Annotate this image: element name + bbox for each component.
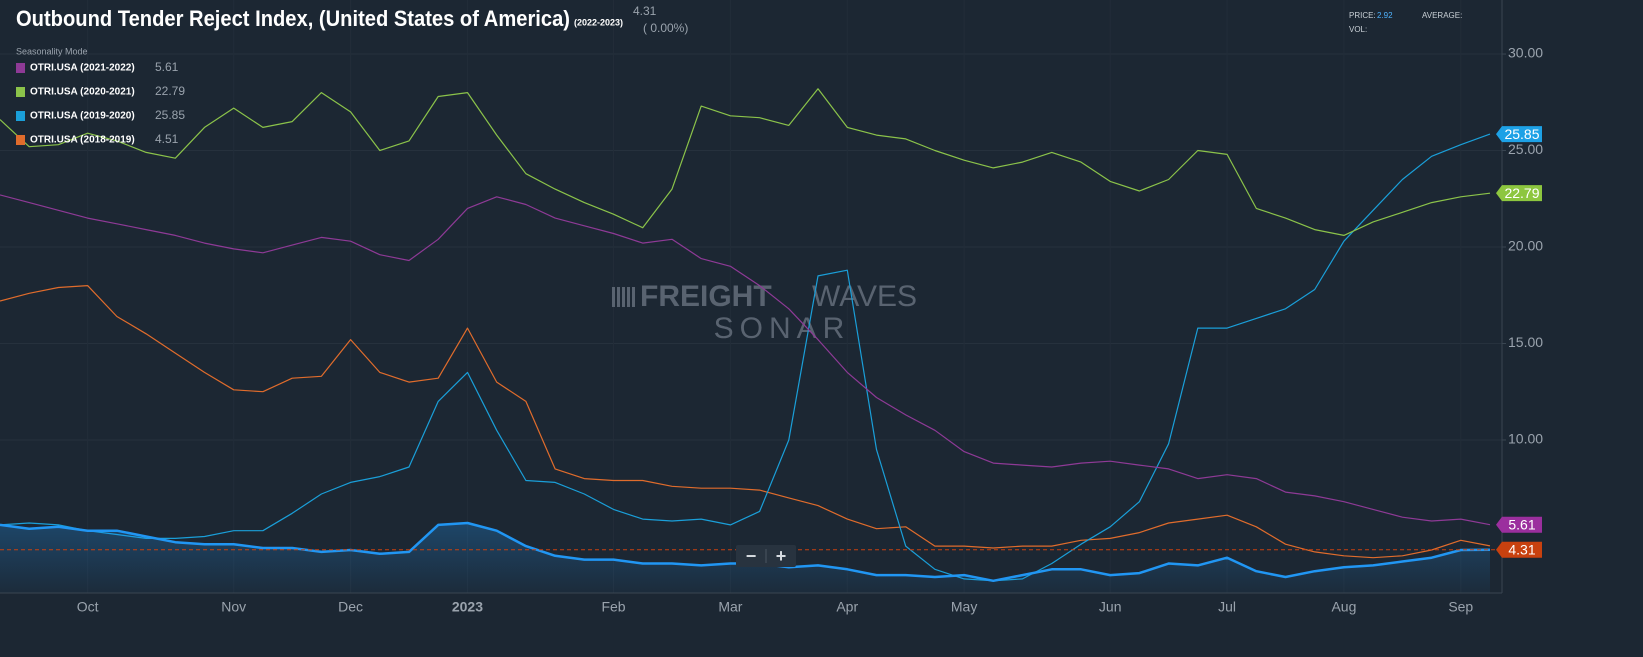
x-tick-label: Nov <box>221 599 246 615</box>
series-line <box>0 285 1491 559</box>
x-tick-label: May <box>951 599 977 615</box>
legend-value: 5.61 <box>155 60 179 74</box>
chart-title: Outbound Tender Reject Index, (United St… <box>16 6 570 31</box>
axes: 10.00 15.00 20.00 25.00 30.00 Oct Nov Dec 2023 Fe… <box>77 45 1543 615</box>
watermark-brand-light: WAVES <box>812 280 917 313</box>
legend-swatch <box>16 63 25 73</box>
x-tick-label: Feb <box>601 599 625 615</box>
series-line <box>0 88 1491 236</box>
x-tick-label: Mar <box>718 599 742 615</box>
y-tick-label: 15.00 <box>1508 334 1543 350</box>
vol-label: VOL: <box>1349 25 1367 34</box>
legend-swatch <box>16 111 25 121</box>
x-tick-label: Aug <box>1331 599 1356 615</box>
legend-label: OTRI.USA (2020-2021) <box>30 87 135 98</box>
legend-value: 25.85 <box>155 108 185 122</box>
x-tick-label: Sep <box>1448 599 1473 615</box>
x-tick-label: Oct <box>77 599 99 615</box>
watermark: FREIGHT WAVES SONAR <box>612 280 917 345</box>
legend-value: 4.51 <box>155 132 179 146</box>
title-change: ( 0.00%) <box>643 21 688 35</box>
end-label-box <box>1496 516 1542 533</box>
x-tick-label: 2023 <box>452 599 483 615</box>
legend-swatch <box>16 135 25 145</box>
price-value: 2.92 <box>1377 11 1393 20</box>
title-period: (2022-2023) <box>574 17 623 27</box>
y-tick-label: 25.00 <box>1508 141 1543 157</box>
y-tick-label: 20.00 <box>1508 238 1543 254</box>
x-tick-label: Dec <box>338 599 363 615</box>
legend-label: OTRI.USA (2021-2022) <box>30 63 135 74</box>
end-label-box <box>1496 126 1542 143</box>
legend-label: OTRI.USA (2019-2020) <box>30 111 135 122</box>
y-tick-label: 30.00 <box>1508 45 1543 61</box>
x-tick-label: Jul <box>1218 599 1236 615</box>
price-label: PRICE: <box>1349 11 1376 20</box>
zoom-control: − + <box>736 545 796 567</box>
end-label: 5.61 <box>1508 516 1535 532</box>
legend: OTRI.USA (2021-2022) 5.61 OTRI.USA (2020-2… <box>16 60 185 146</box>
end-label: 22.79 <box>1504 185 1539 201</box>
legend-value: 22.79 <box>155 84 185 98</box>
watermark-icon <box>612 287 635 307</box>
zoom-in[interactable]: + <box>776 546 787 566</box>
watermark-brand-bold: FREIGHT <box>640 280 772 313</box>
end-labels: 4.31 5.61 22.79 25.85 <box>1496 126 1542 558</box>
y-tick-label: 10.00 <box>1508 431 1543 447</box>
end-label: 4.31 <box>1508 541 1535 557</box>
average-label: AVERAGE: <box>1422 11 1462 20</box>
watermark-product: SONAR <box>714 312 851 345</box>
legend-swatch <box>16 87 25 97</box>
legend-title: Seasonality Mode <box>16 46 88 56</box>
title-last-value: 4.31 <box>633 4 657 18</box>
series-line <box>0 133 1491 582</box>
end-label-box <box>1496 185 1542 202</box>
zoom-out[interactable]: − <box>746 546 757 566</box>
legend-label: OTRI.USA (2018-2019) <box>30 135 135 146</box>
x-tick-label: Jun <box>1099 599 1122 615</box>
end-label: 25.85 <box>1504 126 1539 142</box>
x-tick-label: Apr <box>836 599 858 615</box>
series-line <box>0 194 1491 526</box>
end-label-box <box>1496 541 1542 558</box>
